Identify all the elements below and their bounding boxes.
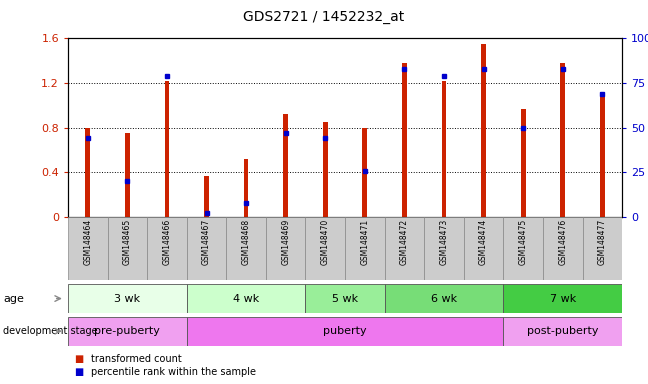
Bar (187, 217, 226, 280)
Text: 5 wk: 5 wk (332, 293, 358, 304)
Bar (424, 217, 464, 280)
Text: 3 wk: 3 wk (114, 293, 141, 304)
Bar (68, 217, 108, 280)
Text: development stage: development stage (3, 326, 98, 336)
Text: GSM148465: GSM148465 (123, 219, 132, 265)
Text: 4 wk: 4 wk (233, 293, 259, 304)
Bar (402, 63, 407, 217)
Text: GSM148469: GSM148469 (281, 219, 290, 265)
Bar (204, 175, 209, 217)
Text: puberty: puberty (323, 326, 367, 336)
Bar (503, 284, 622, 313)
Bar (442, 81, 446, 217)
Bar (543, 217, 583, 280)
Text: GSM148466: GSM148466 (163, 219, 172, 265)
Bar (385, 217, 424, 280)
Bar (68, 284, 187, 313)
Bar (266, 217, 305, 280)
Bar (521, 109, 526, 217)
Text: 7 wk: 7 wk (550, 293, 576, 304)
Text: GSM148472: GSM148472 (400, 219, 409, 265)
Text: age: age (3, 293, 24, 304)
Text: post-puberty: post-puberty (527, 326, 599, 336)
Bar (561, 63, 565, 217)
Text: GSM148464: GSM148464 (84, 219, 92, 265)
Text: 6 wk: 6 wk (431, 293, 457, 304)
Bar (125, 133, 130, 217)
Text: transformed count: transformed count (91, 354, 181, 364)
Bar (600, 92, 605, 217)
Bar (503, 317, 622, 346)
Bar (305, 284, 385, 313)
Bar (305, 217, 345, 280)
Bar (86, 127, 90, 217)
Bar (244, 159, 248, 217)
Text: pre-puberty: pre-puberty (95, 326, 160, 336)
Text: GSM148476: GSM148476 (558, 219, 567, 265)
Bar (187, 284, 305, 313)
Bar (481, 44, 486, 217)
Bar (583, 217, 622, 280)
Bar (464, 217, 503, 280)
Bar (323, 122, 328, 217)
Text: GSM148477: GSM148477 (598, 219, 607, 265)
Bar (108, 217, 147, 280)
Text: ■: ■ (75, 367, 84, 377)
Text: GSM148467: GSM148467 (202, 219, 211, 265)
Bar (187, 317, 503, 346)
Text: GDS2721 / 1452232_at: GDS2721 / 1452232_at (244, 10, 404, 23)
Bar (503, 217, 543, 280)
Text: ■: ■ (75, 354, 84, 364)
Bar (68, 317, 187, 346)
Text: GSM148473: GSM148473 (439, 219, 448, 265)
Bar (385, 284, 503, 313)
Bar (165, 81, 169, 217)
Text: GSM148468: GSM148468 (242, 219, 251, 265)
Bar (345, 217, 385, 280)
Text: GSM148474: GSM148474 (479, 219, 488, 265)
Bar (283, 114, 288, 217)
Text: GSM148475: GSM148475 (518, 219, 527, 265)
Bar (362, 127, 367, 217)
Text: GSM148471: GSM148471 (360, 219, 369, 265)
Bar (226, 217, 266, 280)
Text: GSM148470: GSM148470 (321, 219, 330, 265)
Text: percentile rank within the sample: percentile rank within the sample (91, 367, 256, 377)
Bar (147, 217, 187, 280)
